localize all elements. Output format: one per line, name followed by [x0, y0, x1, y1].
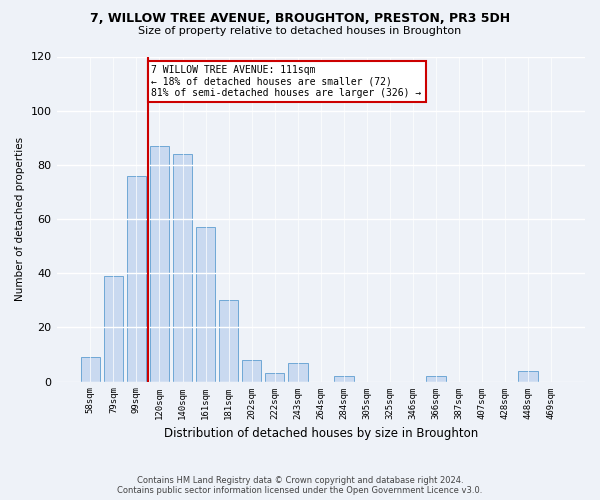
Text: 7 WILLOW TREE AVENUE: 111sqm
← 18% of detached houses are smaller (72)
81% of se: 7 WILLOW TREE AVENUE: 111sqm ← 18% of de…: [151, 64, 422, 98]
Y-axis label: Number of detached properties: Number of detached properties: [15, 137, 25, 301]
Bar: [518, 370, 538, 382]
Bar: [219, 300, 238, 382]
Bar: [196, 227, 215, 382]
Bar: [127, 176, 146, 382]
Bar: [426, 376, 446, 382]
Bar: [149, 146, 169, 382]
Text: Contains HM Land Registry data © Crown copyright and database right 2024.
Contai: Contains HM Land Registry data © Crown c…: [118, 476, 482, 495]
Bar: [173, 154, 193, 382]
Bar: [242, 360, 262, 382]
Bar: [80, 357, 100, 382]
Bar: [288, 362, 308, 382]
Text: Size of property relative to detached houses in Broughton: Size of property relative to detached ho…: [139, 26, 461, 36]
Bar: [104, 276, 123, 382]
X-axis label: Distribution of detached houses by size in Broughton: Distribution of detached houses by size …: [164, 427, 478, 440]
Bar: [265, 374, 284, 382]
Text: 7, WILLOW TREE AVENUE, BROUGHTON, PRESTON, PR3 5DH: 7, WILLOW TREE AVENUE, BROUGHTON, PRESTO…: [90, 12, 510, 26]
Bar: [334, 376, 353, 382]
